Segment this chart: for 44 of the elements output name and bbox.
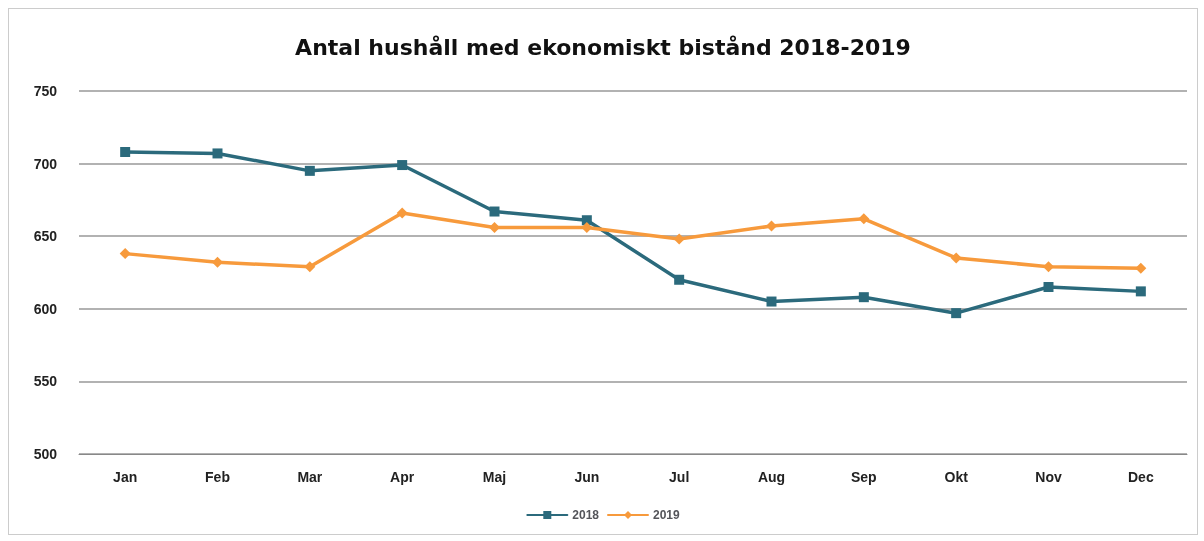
x-tick-label: Apr: [390, 469, 415, 485]
point: [1135, 262, 1147, 274]
point: [212, 148, 223, 159]
point: [581, 215, 592, 226]
point: [120, 146, 131, 157]
point: [397, 160, 408, 171]
point: [396, 207, 408, 219]
y-tick-label: 600: [33, 300, 58, 317]
x-tick-label: Jun: [574, 469, 600, 485]
y-tick-label: 750: [33, 83, 58, 99]
point: [489, 206, 500, 217]
x-tick-label: Maj: [482, 469, 507, 485]
point: [119, 248, 131, 260]
x-tick-label: Feb: [205, 469, 230, 485]
point: [766, 296, 777, 307]
x-tick-label: Jan: [113, 469, 138, 485]
y-tick-label: 650: [33, 228, 58, 245]
x-tick-label: Nov: [1035, 469, 1062, 485]
x-tick-label: Mar: [297, 469, 323, 485]
point: [489, 221, 500, 233]
chart-title: Antal hushåll med ekonomiskt bistånd 2018-2019: [295, 34, 911, 60]
x-tick-label: Sep: [850, 469, 877, 485]
point: [950, 252, 962, 264]
x-tick-label: Okt: [944, 469, 969, 485]
point: [1043, 261, 1054, 273]
point: [1043, 282, 1054, 293]
point: [304, 261, 316, 273]
y-tick-label: 700: [33, 155, 58, 172]
point: [766, 220, 777, 232]
y-tick-label: 550: [33, 373, 58, 390]
x-tick-label: Jul: [669, 469, 690, 485]
point: [674, 274, 685, 285]
point: [858, 213, 870, 225]
legend-label: 2019: [653, 508, 681, 522]
point: [212, 256, 223, 268]
x-tick-label: Dec: [1127, 469, 1154, 485]
y-tick-label: 500: [33, 446, 58, 462]
x-tick-label: Aug: [757, 469, 786, 485]
point: [304, 165, 315, 176]
point: [858, 292, 869, 303]
point: [951, 308, 962, 319]
legend-label: 2018: [572, 508, 600, 522]
point: [673, 233, 685, 245]
point: [1135, 286, 1146, 297]
